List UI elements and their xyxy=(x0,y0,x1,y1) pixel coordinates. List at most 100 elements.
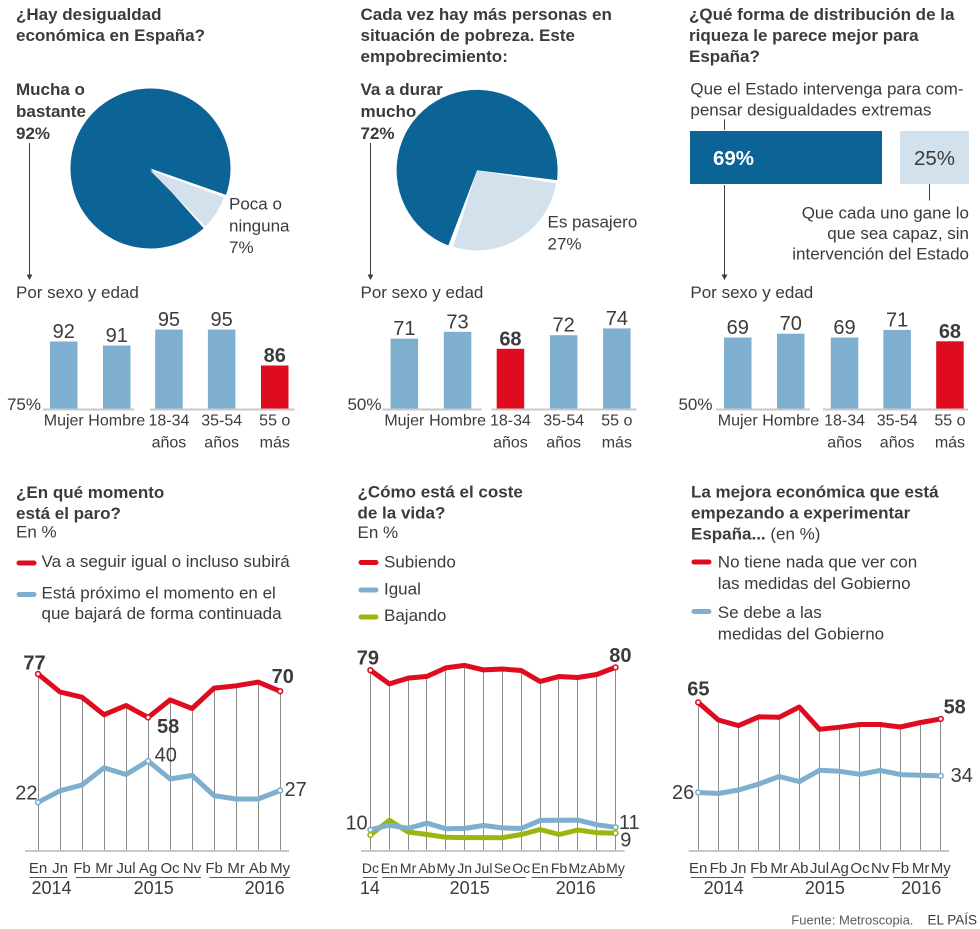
svg-text:73: 73 xyxy=(446,311,468,333)
svg-text:92%: 92% xyxy=(16,124,50,143)
svg-text:Ab: Ab xyxy=(790,860,808,877)
svg-text:Ag: Ag xyxy=(831,860,849,877)
svg-text:7%: 7% xyxy=(229,238,254,257)
svg-text:9: 9 xyxy=(620,830,631,852)
svg-text:Jn: Jn xyxy=(457,860,472,876)
svg-text:Va a seguir igual o incluso su: Va a seguir igual o incluso subirá xyxy=(42,552,291,571)
svg-text:58: 58 xyxy=(157,716,179,738)
svg-text:está el paro?: está el paro? xyxy=(16,504,121,523)
svg-text:Jul: Jul xyxy=(116,860,135,877)
svg-text:Ab: Ab xyxy=(418,860,435,876)
svg-text:50%: 50% xyxy=(678,395,712,414)
svg-text:Mr: Mr xyxy=(227,860,245,877)
svg-text:Fb: Fb xyxy=(551,860,568,876)
svg-text:My: My xyxy=(436,860,455,876)
svg-text:Mr: Mr xyxy=(95,860,113,877)
svg-text:más: más xyxy=(260,435,290,452)
svg-text:No tiene nada que ver con: No tiene nada que ver con xyxy=(718,552,917,571)
svg-text:años: años xyxy=(880,435,915,452)
svg-text:En: En xyxy=(29,860,47,877)
svg-text:Es pasajero: Es pasajero xyxy=(548,213,638,232)
svg-text:2016: 2016 xyxy=(901,878,941,898)
svg-text:70: 70 xyxy=(780,313,802,335)
svg-text:Nv: Nv xyxy=(871,860,890,877)
svg-text:Jn: Jn xyxy=(52,860,68,877)
svg-text:más: más xyxy=(602,435,632,452)
svg-text:Nv: Nv xyxy=(183,860,202,877)
svg-text:10: 10 xyxy=(345,813,367,835)
svg-text:70: 70 xyxy=(272,666,294,688)
svg-text:Dc: Dc xyxy=(362,860,379,876)
svg-text:69: 69 xyxy=(727,317,749,339)
svg-text:Oc: Oc xyxy=(850,860,870,877)
svg-text:Oc: Oc xyxy=(161,860,181,877)
svg-text:92: 92 xyxy=(53,321,75,343)
svg-text:My: My xyxy=(931,860,951,877)
svg-text:2016: 2016 xyxy=(245,878,285,898)
svg-text:económica en España?: económica en España? xyxy=(16,26,205,45)
svg-text:Mucha o: Mucha o xyxy=(16,80,85,99)
svg-text:2015: 2015 xyxy=(450,878,490,898)
svg-text:55 o: 55 o xyxy=(934,413,965,430)
svg-text:En %: En % xyxy=(358,523,399,542)
svg-text:40: 40 xyxy=(155,745,177,767)
svg-text:Ag: Ag xyxy=(139,860,157,877)
svg-text:35-54: 35-54 xyxy=(543,413,584,430)
svg-text:intervención del Estado: intervención del Estado xyxy=(792,244,969,263)
svg-text:Fb: Fb xyxy=(750,860,768,877)
svg-text:22: 22 xyxy=(15,782,37,804)
svg-text:71: 71 xyxy=(393,318,415,340)
svg-text:En: En xyxy=(532,860,549,876)
svg-text:Se: Se xyxy=(494,860,511,876)
svg-text:Por sexo y edad: Por sexo y edad xyxy=(16,283,139,302)
svg-text:14: 14 xyxy=(360,878,380,898)
svg-text:2014: 2014 xyxy=(31,878,71,898)
svg-text:empobrecimiento:: empobrecimiento: xyxy=(361,47,508,66)
svg-text:España... (en %): España... (en %) xyxy=(691,525,820,544)
svg-text:69%: 69% xyxy=(713,147,754,170)
svg-text:años: años xyxy=(152,435,187,452)
svg-text:Mz: Mz xyxy=(568,860,587,876)
svg-text:años: años xyxy=(546,435,581,452)
svg-text:¿Hay desigualdad: ¿Hay desigualdad xyxy=(16,5,161,24)
svg-text:Mujer: Mujer xyxy=(718,413,759,430)
svg-text:La mejora económica que está: La mejora económica que está xyxy=(691,483,939,502)
svg-text:95: 95 xyxy=(158,309,180,331)
svg-text:Cada vez hay más personas en: Cada vez hay más personas en xyxy=(361,5,612,24)
svg-text:86: 86 xyxy=(264,345,286,367)
svg-text:Hombre: Hombre xyxy=(762,413,819,430)
svg-text:77: 77 xyxy=(23,653,45,675)
svg-text:69: 69 xyxy=(833,317,855,339)
svg-text:situación de pobreza. Este: situación de pobreza. Este xyxy=(361,26,575,45)
svg-text:mucho: mucho xyxy=(361,102,417,121)
svg-text:50%: 50% xyxy=(347,395,381,414)
svg-text:95: 95 xyxy=(211,309,233,331)
svg-text:35-54: 35-54 xyxy=(877,413,918,430)
svg-text:68: 68 xyxy=(499,328,521,350)
svg-text:empezando a experimentar: empezando a experimentar xyxy=(691,504,911,523)
svg-text:Que el Estado intervenga para: Que el Estado intervenga para com- xyxy=(690,80,963,99)
svg-text:Se debe a las: Se debe a las xyxy=(718,603,822,622)
svg-text:Bajando: Bajando xyxy=(384,606,446,625)
svg-text:11: 11 xyxy=(619,812,640,834)
svg-text:75%: 75% xyxy=(7,395,41,414)
svg-text:74: 74 xyxy=(606,308,628,330)
svg-text:91: 91 xyxy=(106,325,128,347)
svg-text:años: años xyxy=(204,435,239,452)
svg-text:Está próximo el momento en el: Está próximo el momento en el xyxy=(42,584,276,603)
svg-text:65: 65 xyxy=(687,678,709,700)
svg-text:Jul: Jul xyxy=(810,860,829,877)
svg-text:años: años xyxy=(827,435,862,452)
svg-text:de la vida?: de la vida? xyxy=(358,504,446,523)
svg-text:80: 80 xyxy=(609,645,631,667)
svg-text:My: My xyxy=(270,860,290,877)
svg-text:¿Qué forma de distribución de: ¿Qué forma de distribución de la xyxy=(689,5,955,24)
svg-text:medidas del Gobierno: medidas del Gobierno xyxy=(718,624,884,643)
svg-text:Fb: Fb xyxy=(710,860,728,877)
svg-text:España?: España? xyxy=(689,47,760,66)
svg-text:27%: 27% xyxy=(548,235,582,254)
svg-text:Fuente: Metroscopia.: Fuente: Metroscopia. xyxy=(791,913,913,928)
svg-text:25%: 25% xyxy=(914,147,955,170)
svg-text:72%: 72% xyxy=(361,124,395,143)
svg-text:18-34: 18-34 xyxy=(824,413,865,430)
